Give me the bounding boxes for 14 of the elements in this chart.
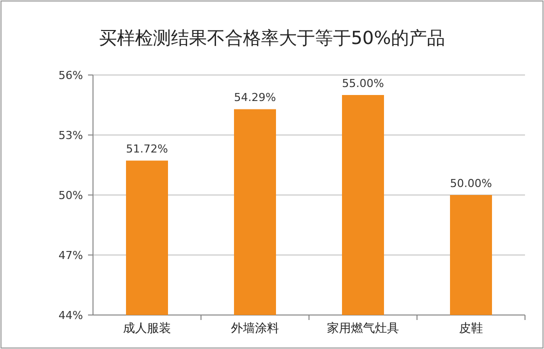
y-tick-label: 50%	[58, 189, 83, 202]
y-tick-label: 53%	[58, 129, 83, 142]
y-tick-label: 56%	[58, 69, 83, 82]
data-label: 55.00%	[342, 77, 384, 90]
x-tick-label: 家用燃气灶具	[327, 321, 399, 335]
data-label: 54.29%	[234, 91, 276, 104]
y-tick-label: 44%	[58, 309, 83, 322]
y-tick-label: 47%	[58, 249, 83, 262]
x-tick-label: 外墙涂料	[231, 321, 279, 335]
chart-title: 买样检测结果不合格率大于等于50%的产品	[98, 28, 446, 49]
x-tick-label: 成人服装	[123, 321, 171, 335]
data-label: 51.72%	[126, 142, 168, 156]
data-label: 50.00%	[450, 177, 492, 190]
x-tick-label: 皮鞋	[459, 321, 483, 335]
